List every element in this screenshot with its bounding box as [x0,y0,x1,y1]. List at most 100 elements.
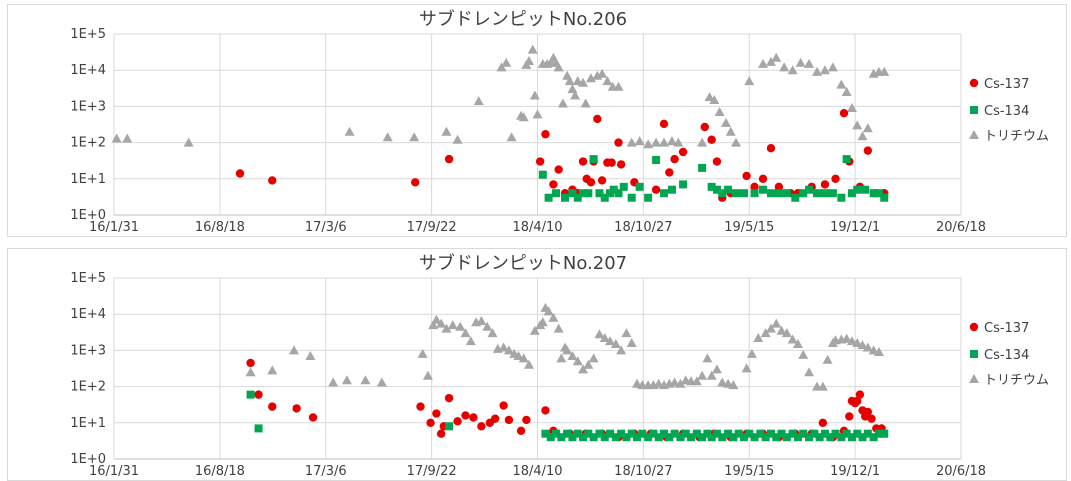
data-point-cs-134 [739,189,748,198]
data-point-cs-134 [563,429,572,438]
data-point-cs-134 [724,429,733,438]
data-point-cs-137 [292,404,301,413]
data-point-tritium [562,345,573,355]
data-point-cs-137 [554,165,563,174]
data-point-cs-134 [777,429,786,438]
x-tick-label: 17/9/22 [407,464,457,479]
data-point-cs-137 [665,168,674,177]
data-point-cs-134 [863,429,872,438]
data-point-tritium [567,351,578,361]
data-point-cs-137 [863,146,873,155]
data-point-cs-134 [254,424,263,433]
data-point-tritium [122,133,133,143]
data-point-cs-134 [766,429,775,438]
data-point-tritium [792,339,803,349]
data-point-cs-134 [869,433,878,442]
data-point-tritium [709,95,720,105]
legend-marker-tritium [969,374,979,383]
data-point-tritium [183,137,194,147]
data-point-tritium [553,62,564,72]
data-point-cs-134 [544,193,553,202]
data-point-cs-134 [820,189,829,198]
legend-label-cs-137: Cs-137 [984,77,1029,92]
x-tick-label: 19/5/15 [724,220,774,235]
data-point-cs-134 [573,193,582,202]
data-point-tritium [548,312,559,322]
data-point-tritium [760,328,771,338]
data-point-cs-134 [649,429,658,438]
data-point-cs-134 [813,189,822,198]
legend-label-tritium: トリチウム [984,373,1049,388]
data-point-cs-134 [600,433,609,442]
data-point-tritium [498,342,509,352]
y-tick-label: 1E+2 [70,136,106,151]
data-point-tritium [771,52,782,62]
data-point-cs-134 [552,429,561,438]
data-point-cs-134 [815,433,824,442]
data-point-cs-134 [759,185,768,194]
data-point-tritium [779,62,790,72]
data-point-cs-134 [799,189,808,198]
data-point-tritium [836,79,847,89]
y-tick-label: 1E+3 [70,343,106,358]
data-point-cs-134 [782,189,791,198]
data-point-tritium [753,333,764,343]
data-point-cs-134 [652,156,661,165]
data-point-cs-134 [828,189,837,198]
data-point-cs-134 [772,433,781,442]
data-point-tritium [441,126,452,136]
data-point-tritium [862,342,873,352]
data-point-cs-134 [698,433,707,442]
data-point-cs-134 [703,429,712,438]
data-point-cs-137 [444,393,454,403]
data-point-tritium [822,354,833,364]
data-point-tritium [741,363,752,373]
data-point-cs-134 [847,189,856,198]
data-point-cs-134 [831,429,840,438]
data-point-cs-134 [761,433,770,442]
data-point-tritium [697,370,708,380]
x-tick-label: 17/3/6 [305,220,347,235]
data-point-tritium [557,98,568,108]
data-point-cs-137 [416,402,425,411]
data-point-tritium [585,73,596,83]
data-point-cs-134 [538,170,547,179]
data-point-cs-134 [644,433,653,442]
data-point-cs-134 [660,189,669,198]
data-point-cs-134 [595,429,604,438]
chart-panel-207: サブドレンピットNo.207 1E+0 1E+1 1E+2 1E+3 1E+4 1E+5 16… [7,248,1067,481]
data-point-cs-134 [667,185,676,194]
data-point-tritium [572,356,583,366]
data-point-tritium [267,365,278,375]
data-point-cs-137 [469,413,478,422]
data-point-tritium [602,76,613,86]
data-point-tritium [758,58,769,68]
data-point-tritium [422,370,433,380]
data-point-tritium [626,137,637,147]
data-point-cs-134 [793,433,802,442]
data-point-cs-137 [516,426,526,436]
data-point-cs-134 [774,189,783,198]
data-point-tritium [529,325,540,335]
data-point-cs-137 [235,169,245,178]
data-point-tritium [795,57,806,67]
data-point-cs-134 [627,429,636,438]
data-point-cs-137 [758,174,768,183]
data-point-cs-134 [707,182,716,191]
data-point-tritium [812,66,823,76]
data-point-cs-137 [549,180,558,189]
y-tick-label: 1E+4 [70,63,106,78]
data-point-tritium [594,329,605,339]
data-point-tritium [691,376,702,386]
data-point-cs-134 [546,433,555,442]
data-point-cs-137 [411,178,420,187]
data-point-cs-134 [541,429,550,438]
data-point-cs-137 [522,415,531,425]
data-point-cs-134 [810,429,819,438]
data-point-tritium [731,137,742,147]
y-tick-label: 1E+1 [70,416,106,431]
data-point-cs-137 [308,413,318,422]
data-point-tritium [518,353,529,363]
data-point-tritium [787,334,798,344]
data-point-tritium [527,44,538,54]
